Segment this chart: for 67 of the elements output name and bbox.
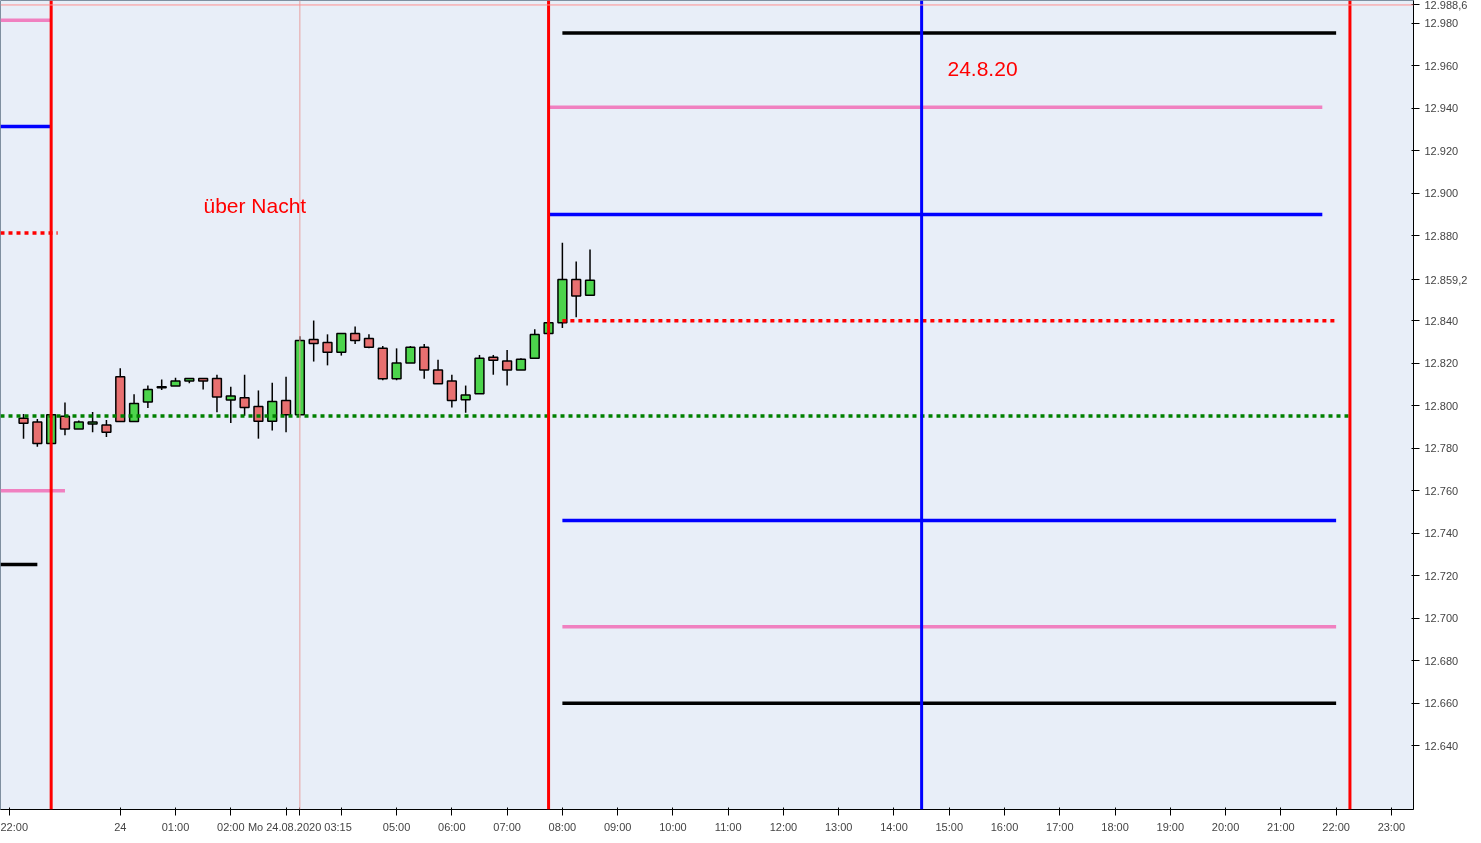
candlestick bbox=[18, 413, 29, 440]
candlestick bbox=[32, 418, 43, 448]
x-tick-label: 12:00 bbox=[769, 820, 798, 833]
candlestick bbox=[529, 328, 540, 359]
candlestick bbox=[460, 384, 471, 414]
y-tick-label: 12.988,6 bbox=[1424, 0, 1468, 11]
x-tick-label: 11:00 bbox=[714, 820, 742, 833]
y-tick-label: 12.920 bbox=[1424, 144, 1459, 157]
candlestick bbox=[446, 373, 458, 409]
candlestick bbox=[391, 347, 402, 381]
y-tick-label: 12.660 bbox=[1424, 697, 1459, 710]
x-tick-label: 06:00 bbox=[438, 820, 466, 833]
candlestick bbox=[308, 319, 319, 363]
candlestick bbox=[142, 384, 154, 409]
x-tick-label: 24 bbox=[114, 820, 127, 833]
x-tick-label: 05:00 bbox=[382, 820, 411, 833]
candlestick bbox=[87, 411, 98, 434]
x-tick-label: 21:00 bbox=[1267, 820, 1295, 833]
x-tick-label: 22:00 bbox=[0, 820, 29, 833]
y-tick-label: 12.840 bbox=[1424, 314, 1459, 327]
y-tick-label: 12.680 bbox=[1424, 654, 1459, 667]
candlestick bbox=[419, 343, 430, 380]
candlestick bbox=[253, 389, 264, 440]
candlestick bbox=[432, 359, 444, 385]
x-tick-label: 13:00 bbox=[824, 820, 853, 833]
x-tick-label: 15:00 bbox=[935, 820, 964, 833]
candlestick bbox=[211, 373, 223, 414]
candlestick bbox=[59, 401, 71, 437]
candlestick bbox=[322, 333, 333, 367]
x-tick-label: 18:00 bbox=[1101, 820, 1129, 833]
candlestick bbox=[571, 260, 582, 319]
x-tick-label: 20:00 bbox=[1211, 820, 1240, 833]
y-tick-label: 12.880 bbox=[1424, 229, 1459, 242]
x-tick-label: 08:00 bbox=[548, 820, 577, 833]
candlestick bbox=[501, 349, 513, 387]
y-tick-label: 12.900 bbox=[1424, 187, 1459, 200]
x-tick-label: 23:00 bbox=[1377, 820, 1406, 833]
y-tick-label: 12.800 bbox=[1424, 399, 1459, 412]
y-tick-label: 12.820 bbox=[1424, 357, 1459, 370]
x-tick-label: 07:00 bbox=[493, 820, 521, 833]
x-tick-label: 14:00 bbox=[880, 820, 908, 833]
y-tick-label: 12.640 bbox=[1424, 739, 1459, 752]
candlestick bbox=[336, 332, 347, 357]
x-tick-label: 17:00 bbox=[1046, 820, 1074, 833]
candlestick bbox=[488, 354, 499, 376]
x-tick-label: 16:00 bbox=[990, 820, 1019, 833]
annotation: 24.8.20 bbox=[947, 57, 1018, 81]
x-tick-label: 19:00 bbox=[1156, 820, 1185, 833]
x-tick-label: 09:00 bbox=[603, 820, 632, 833]
y-tick-label: 12.740 bbox=[1424, 527, 1459, 540]
x-tick-label: 22:00 bbox=[1322, 820, 1350, 833]
y-tick-label: 12.859,2 bbox=[1424, 273, 1468, 286]
y-tick-label: 12.780 bbox=[1424, 442, 1459, 455]
annotation: über Nacht bbox=[203, 194, 307, 218]
y-tick-label: 12.720 bbox=[1424, 569, 1459, 582]
y-tick-label: 12.700 bbox=[1424, 612, 1459, 625]
y-tick-label: 12.980 bbox=[1424, 17, 1459, 30]
x-tick-label: 01:00 bbox=[161, 820, 190, 833]
y-tick-label: 12.960 bbox=[1424, 59, 1459, 72]
x-tick-label: Mo 24.08.2020 03:15 bbox=[247, 820, 352, 833]
candlestick bbox=[225, 386, 236, 424]
candlestick bbox=[239, 373, 250, 417]
x-tick-label: 10:00 bbox=[659, 820, 687, 833]
y-tick-label: 12.760 bbox=[1424, 484, 1459, 497]
y-tick-label: 12.940 bbox=[1424, 102, 1459, 115]
x-tick-label: 02:00 bbox=[217, 820, 245, 833]
candlestick bbox=[584, 248, 596, 296]
